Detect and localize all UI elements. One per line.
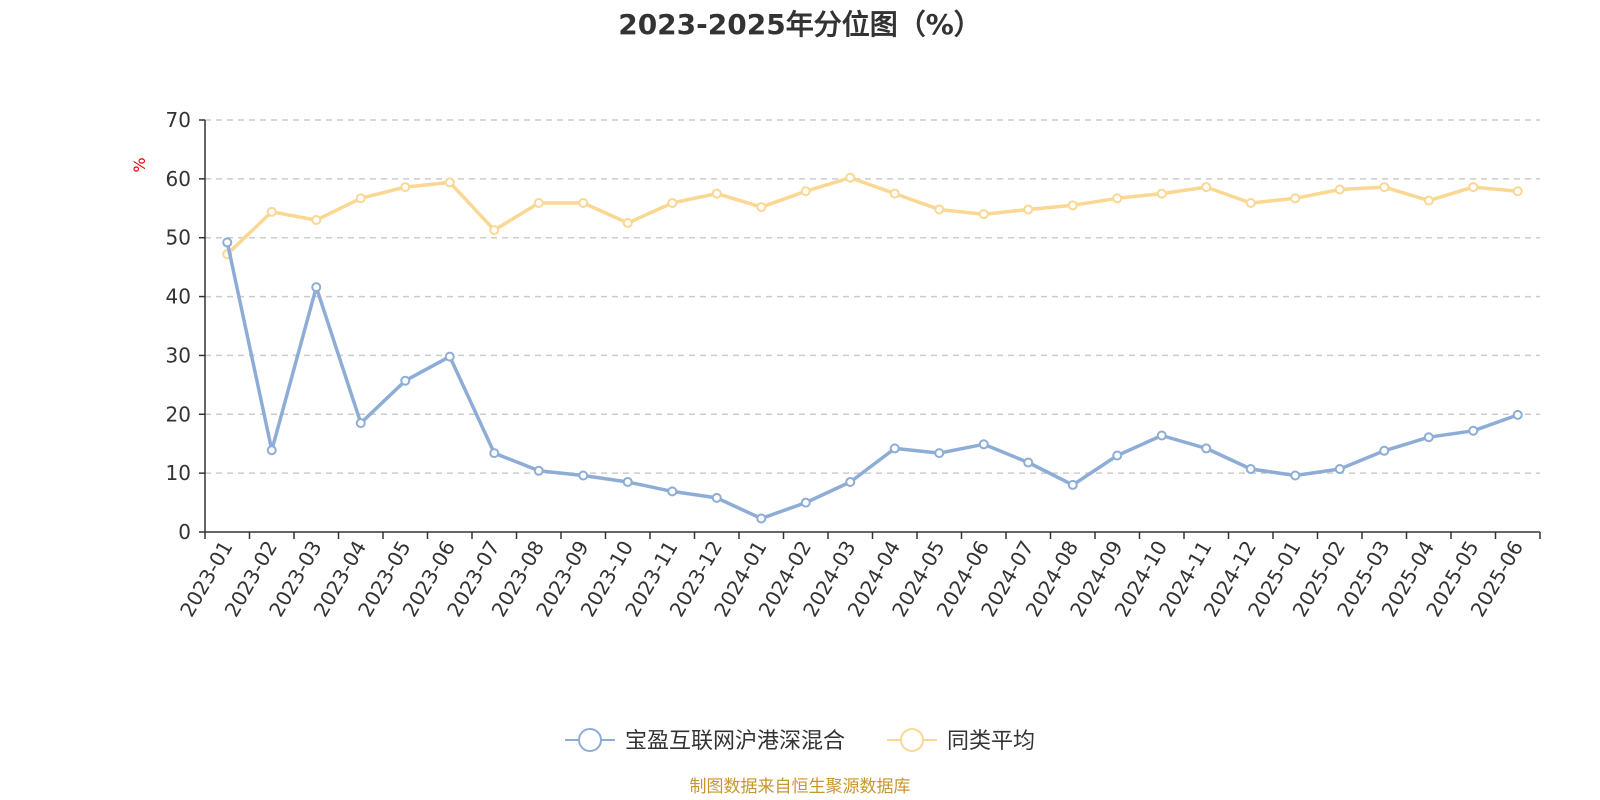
data-point xyxy=(1379,445,1390,456)
data-point xyxy=(1067,479,1078,490)
series-0 xyxy=(222,237,1523,524)
data-point xyxy=(1468,425,1479,436)
data-point xyxy=(711,492,722,503)
data-point xyxy=(622,476,633,487)
legend-label: 宝盈互联网沪港深混合 xyxy=(625,729,845,754)
series-1 xyxy=(222,172,1523,260)
data-point xyxy=(266,445,277,456)
y-tick-label: 20 xyxy=(166,402,191,426)
data-point xyxy=(667,197,678,208)
data-point xyxy=(845,476,856,487)
data-point xyxy=(444,351,455,362)
y-tick-label: 70 xyxy=(166,108,191,132)
data-point xyxy=(1245,197,1256,208)
data-point xyxy=(800,497,811,508)
data-point xyxy=(711,188,722,199)
data-point xyxy=(355,418,366,429)
data-point xyxy=(1334,184,1345,195)
data-point xyxy=(1112,193,1123,204)
data-point xyxy=(311,215,322,226)
y-tick-label: 0 xyxy=(178,520,191,544)
data-point xyxy=(1201,443,1212,454)
data-point xyxy=(667,486,678,497)
data-point xyxy=(622,218,633,228)
data-point xyxy=(1023,204,1034,215)
data-point xyxy=(1112,450,1123,461)
data-point xyxy=(978,439,989,450)
data-point xyxy=(889,443,900,454)
y-tick-label: 10 xyxy=(166,461,191,485)
legend-marker xyxy=(578,728,602,752)
data-point xyxy=(222,237,233,248)
legend-marker xyxy=(900,728,924,752)
data-point xyxy=(845,172,856,183)
data-point xyxy=(1334,464,1345,475)
data-point xyxy=(1067,200,1078,211)
data-point xyxy=(1023,457,1034,468)
data-source-note: 制图数据来自恒生聚源数据库 xyxy=(690,777,911,797)
data-point xyxy=(1290,193,1301,204)
data-point xyxy=(444,177,455,188)
data-point xyxy=(1201,182,1212,193)
data-point xyxy=(311,282,322,293)
data-point xyxy=(1512,186,1523,197)
data-point xyxy=(889,188,900,199)
data-point xyxy=(1423,432,1434,443)
series-line xyxy=(225,242,1519,521)
data-point xyxy=(1379,182,1390,193)
legend-item-0[interactable]: 宝盈互联网沪港深混合 xyxy=(565,728,845,754)
data-point xyxy=(400,375,411,386)
data-point xyxy=(934,448,945,459)
data-point xyxy=(489,225,500,236)
data-point xyxy=(489,448,500,459)
y-tick-label: 60 xyxy=(166,167,191,191)
data-point xyxy=(400,182,411,193)
y-tick-label: 30 xyxy=(166,343,191,367)
series-line xyxy=(226,175,1518,256)
legend[interactable]: 宝盈互联网沪港深混合 同类平均 xyxy=(565,728,1035,754)
data-point xyxy=(756,513,767,524)
data-point xyxy=(1423,195,1434,206)
data-point xyxy=(578,197,589,208)
data-point xyxy=(934,204,945,215)
data-point xyxy=(978,209,989,220)
data-point xyxy=(533,465,544,476)
data-point xyxy=(533,197,544,208)
series-lines xyxy=(222,172,1523,524)
data-point xyxy=(1156,430,1167,441)
legend-item-1[interactable]: 同类平均 xyxy=(887,728,1035,754)
axes: 0102030405060702023-012023-022023-032023… xyxy=(166,108,1541,621)
data-point xyxy=(1245,464,1256,475)
data-point xyxy=(578,470,589,481)
data-point xyxy=(800,186,811,197)
data-point xyxy=(266,206,277,217)
legend-label: 同类平均 xyxy=(947,729,1035,754)
data-point xyxy=(756,202,767,213)
y-tick-label: 40 xyxy=(166,285,191,309)
data-point xyxy=(1468,182,1479,193)
data-point xyxy=(1512,409,1523,420)
data-point xyxy=(355,193,366,204)
grid-lines xyxy=(205,119,1540,474)
y-tick-label: 50 xyxy=(166,226,191,250)
chart-title: 2023-2025年分位图（%） xyxy=(618,8,982,41)
data-point xyxy=(1156,188,1167,199)
y-axis-unit: % xyxy=(130,157,149,172)
data-point xyxy=(1290,470,1301,481)
